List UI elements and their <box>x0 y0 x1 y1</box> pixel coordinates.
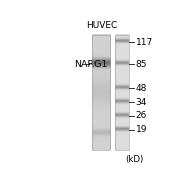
Text: NARG1: NARG1 <box>74 60 107 69</box>
Bar <box>92 35 110 150</box>
Text: 85: 85 <box>136 60 147 69</box>
Text: HUVEC: HUVEC <box>86 21 117 30</box>
Text: (kD): (kD) <box>126 155 144 164</box>
Text: 34: 34 <box>136 98 147 107</box>
Text: 19: 19 <box>136 125 147 134</box>
Text: 48: 48 <box>136 84 147 93</box>
Bar <box>115 35 129 150</box>
Text: 26: 26 <box>136 111 147 120</box>
Text: --: -- <box>84 60 91 69</box>
Text: 117: 117 <box>136 38 153 47</box>
